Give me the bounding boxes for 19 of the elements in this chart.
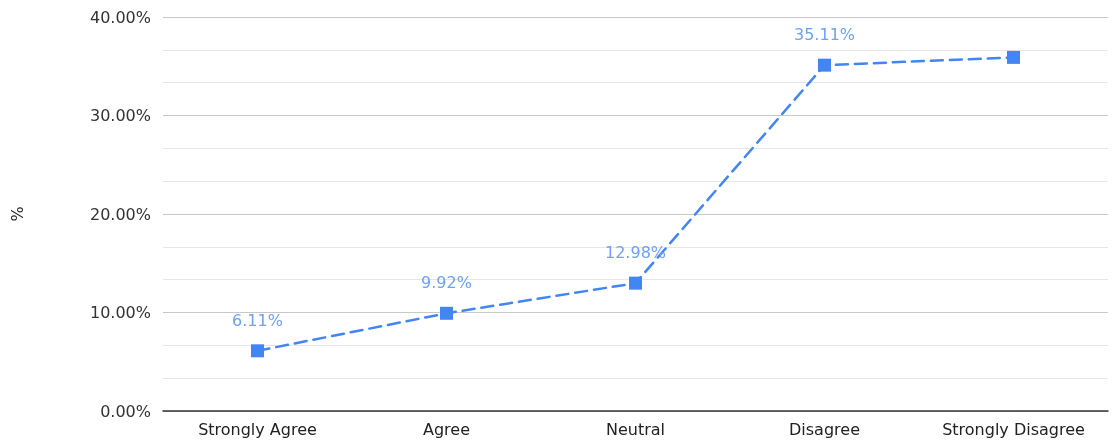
y-tick-label: 40.00%	[89, 7, 151, 27]
x-tick-label: Strongly Agree	[198, 419, 317, 439]
point	[440, 306, 453, 320]
x-tick-label: Agree	[422, 419, 471, 439]
data-label: 6.11%	[232, 310, 283, 330]
point	[818, 58, 831, 72]
y-tick-label: 30.00%	[89, 106, 151, 125]
y-axis-title: %	[7, 206, 27, 222]
point	[1007, 50, 1020, 64]
y-tick-label: 20.00%	[89, 204, 151, 224]
x-tick-label: Disagree	[789, 419, 860, 439]
data-label: 9.92%	[421, 273, 472, 293]
x-tick-label: Neutral	[605, 419, 666, 439]
y-tick-label: 10.00%	[89, 303, 151, 322]
point	[629, 276, 642, 290]
data-label: 35.11%	[793, 25, 856, 45]
y-tick-label: 0.00%	[100, 401, 151, 421]
x-tick-label: Strongly Disagree	[942, 419, 1085, 439]
point	[251, 344, 264, 358]
